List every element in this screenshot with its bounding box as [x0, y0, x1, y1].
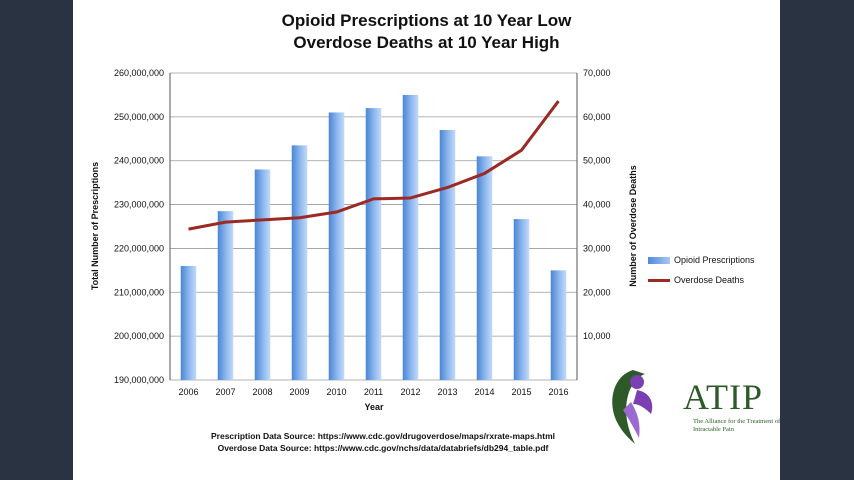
bar: [365, 108, 382, 380]
y-right-tick-label: 40,000: [583, 200, 611, 210]
y-right-tick-label: 20,000: [583, 287, 611, 297]
y-left-tick-label: 200,000,000: [114, 331, 164, 341]
y-left-tick-label: 190,000,000: [114, 375, 164, 385]
y-right-tick-label: 30,000: [583, 243, 611, 253]
y-right-tick-label: 50,000: [583, 156, 611, 166]
bar: [402, 94, 419, 380]
y-right-tick-label: 60,000: [583, 112, 611, 122]
chart-title-line-2: Overdose Deaths at 10 Year High: [293, 33, 560, 52]
atip-logo: ATIP The Alliance for the Treatment of I…: [593, 362, 780, 452]
legend-swatch-bar: [648, 256, 670, 264]
sources: Prescription Data Source: https://www.cd…: [173, 430, 593, 454]
bar: [254, 169, 271, 380]
bar: [217, 211, 234, 380]
legend-item-deaths: Overdose Deaths: [648, 270, 755, 290]
prescription-source: Prescription Data Source: https://www.cd…: [210, 431, 555, 441]
x-tick-label: 2013: [437, 387, 457, 397]
y-left-tick-label: 250,000,000: [114, 112, 164, 122]
legend: Opioid Prescriptions Overdose Deaths: [648, 250, 755, 290]
y-axis-right-title: Number of Overdose Deaths: [628, 165, 638, 287]
line-series: [188, 100, 560, 231]
atip-figure-icon: [612, 370, 653, 444]
x-tick-label: 2008: [252, 387, 272, 397]
ticks: 190,000,000 200,000,000 10,000 210,000,000 2…: [114, 68, 611, 397]
chart-title: Opioid Prescriptions at 10 Year Low Over…: [73, 10, 780, 54]
legend-item-prescriptions: Opioid Prescriptions: [648, 250, 755, 270]
bar: [180, 265, 197, 380]
chart-title-line-1: Opioid Prescriptions at 10 Year Low: [281, 11, 572, 30]
overdose-deaths-line: [188, 100, 560, 231]
y-left-tick-label: 230,000,000: [114, 200, 164, 210]
slide: Opioid Prescriptions at 10 Year Low Over…: [73, 0, 780, 480]
y-right-tick-label: 70,000: [583, 68, 611, 78]
bar: [439, 130, 456, 380]
overdose-source: Overdose Data Source: https://www.cdc.go…: [217, 443, 549, 453]
y-right-tick-label: 10,000: [583, 331, 611, 341]
bar: [476, 156, 493, 380]
x-tick-label: 2012: [400, 387, 420, 397]
bar: [291, 145, 308, 380]
x-tick-label: 2006: [178, 387, 198, 397]
y-left-tick-label: 240,000,000: [114, 156, 164, 166]
x-tick-label: 2014: [474, 387, 494, 397]
bar: [550, 270, 567, 380]
y-left-tick-label: 210,000,000: [114, 287, 164, 297]
x-tick-label: 2015: [511, 387, 531, 397]
bars: [180, 94, 567, 380]
bar: [328, 112, 345, 380]
logo-tagline: The Alliance for the Treatment of Intrac…: [693, 418, 781, 433]
x-tick-label: 2011: [364, 387, 383, 397]
legend-label-prescriptions: Opioid Prescriptions: [674, 255, 755, 265]
y-left-tick-label: 220,000,000: [114, 243, 164, 253]
bar: [513, 219, 530, 380]
legend-swatch-line: [648, 278, 670, 282]
x-tick-label: 2009: [289, 387, 309, 397]
x-tick-label: 2010: [326, 387, 346, 397]
y-left-tick-label: 260,000,000: [114, 68, 164, 78]
y-axis-left-title: Total Number of Prescriptions: [90, 162, 100, 290]
legend-label-deaths: Overdose Deaths: [674, 275, 745, 285]
x-axis-title: Year: [364, 402, 384, 412]
logo-name: ATIP: [683, 377, 764, 417]
x-tick-label: 2007: [215, 387, 235, 397]
x-tick-label: 2016: [548, 387, 568, 397]
chart-svg: 190,000,000 200,000,000 10,000 210,000,000 2…: [90, 68, 638, 412]
